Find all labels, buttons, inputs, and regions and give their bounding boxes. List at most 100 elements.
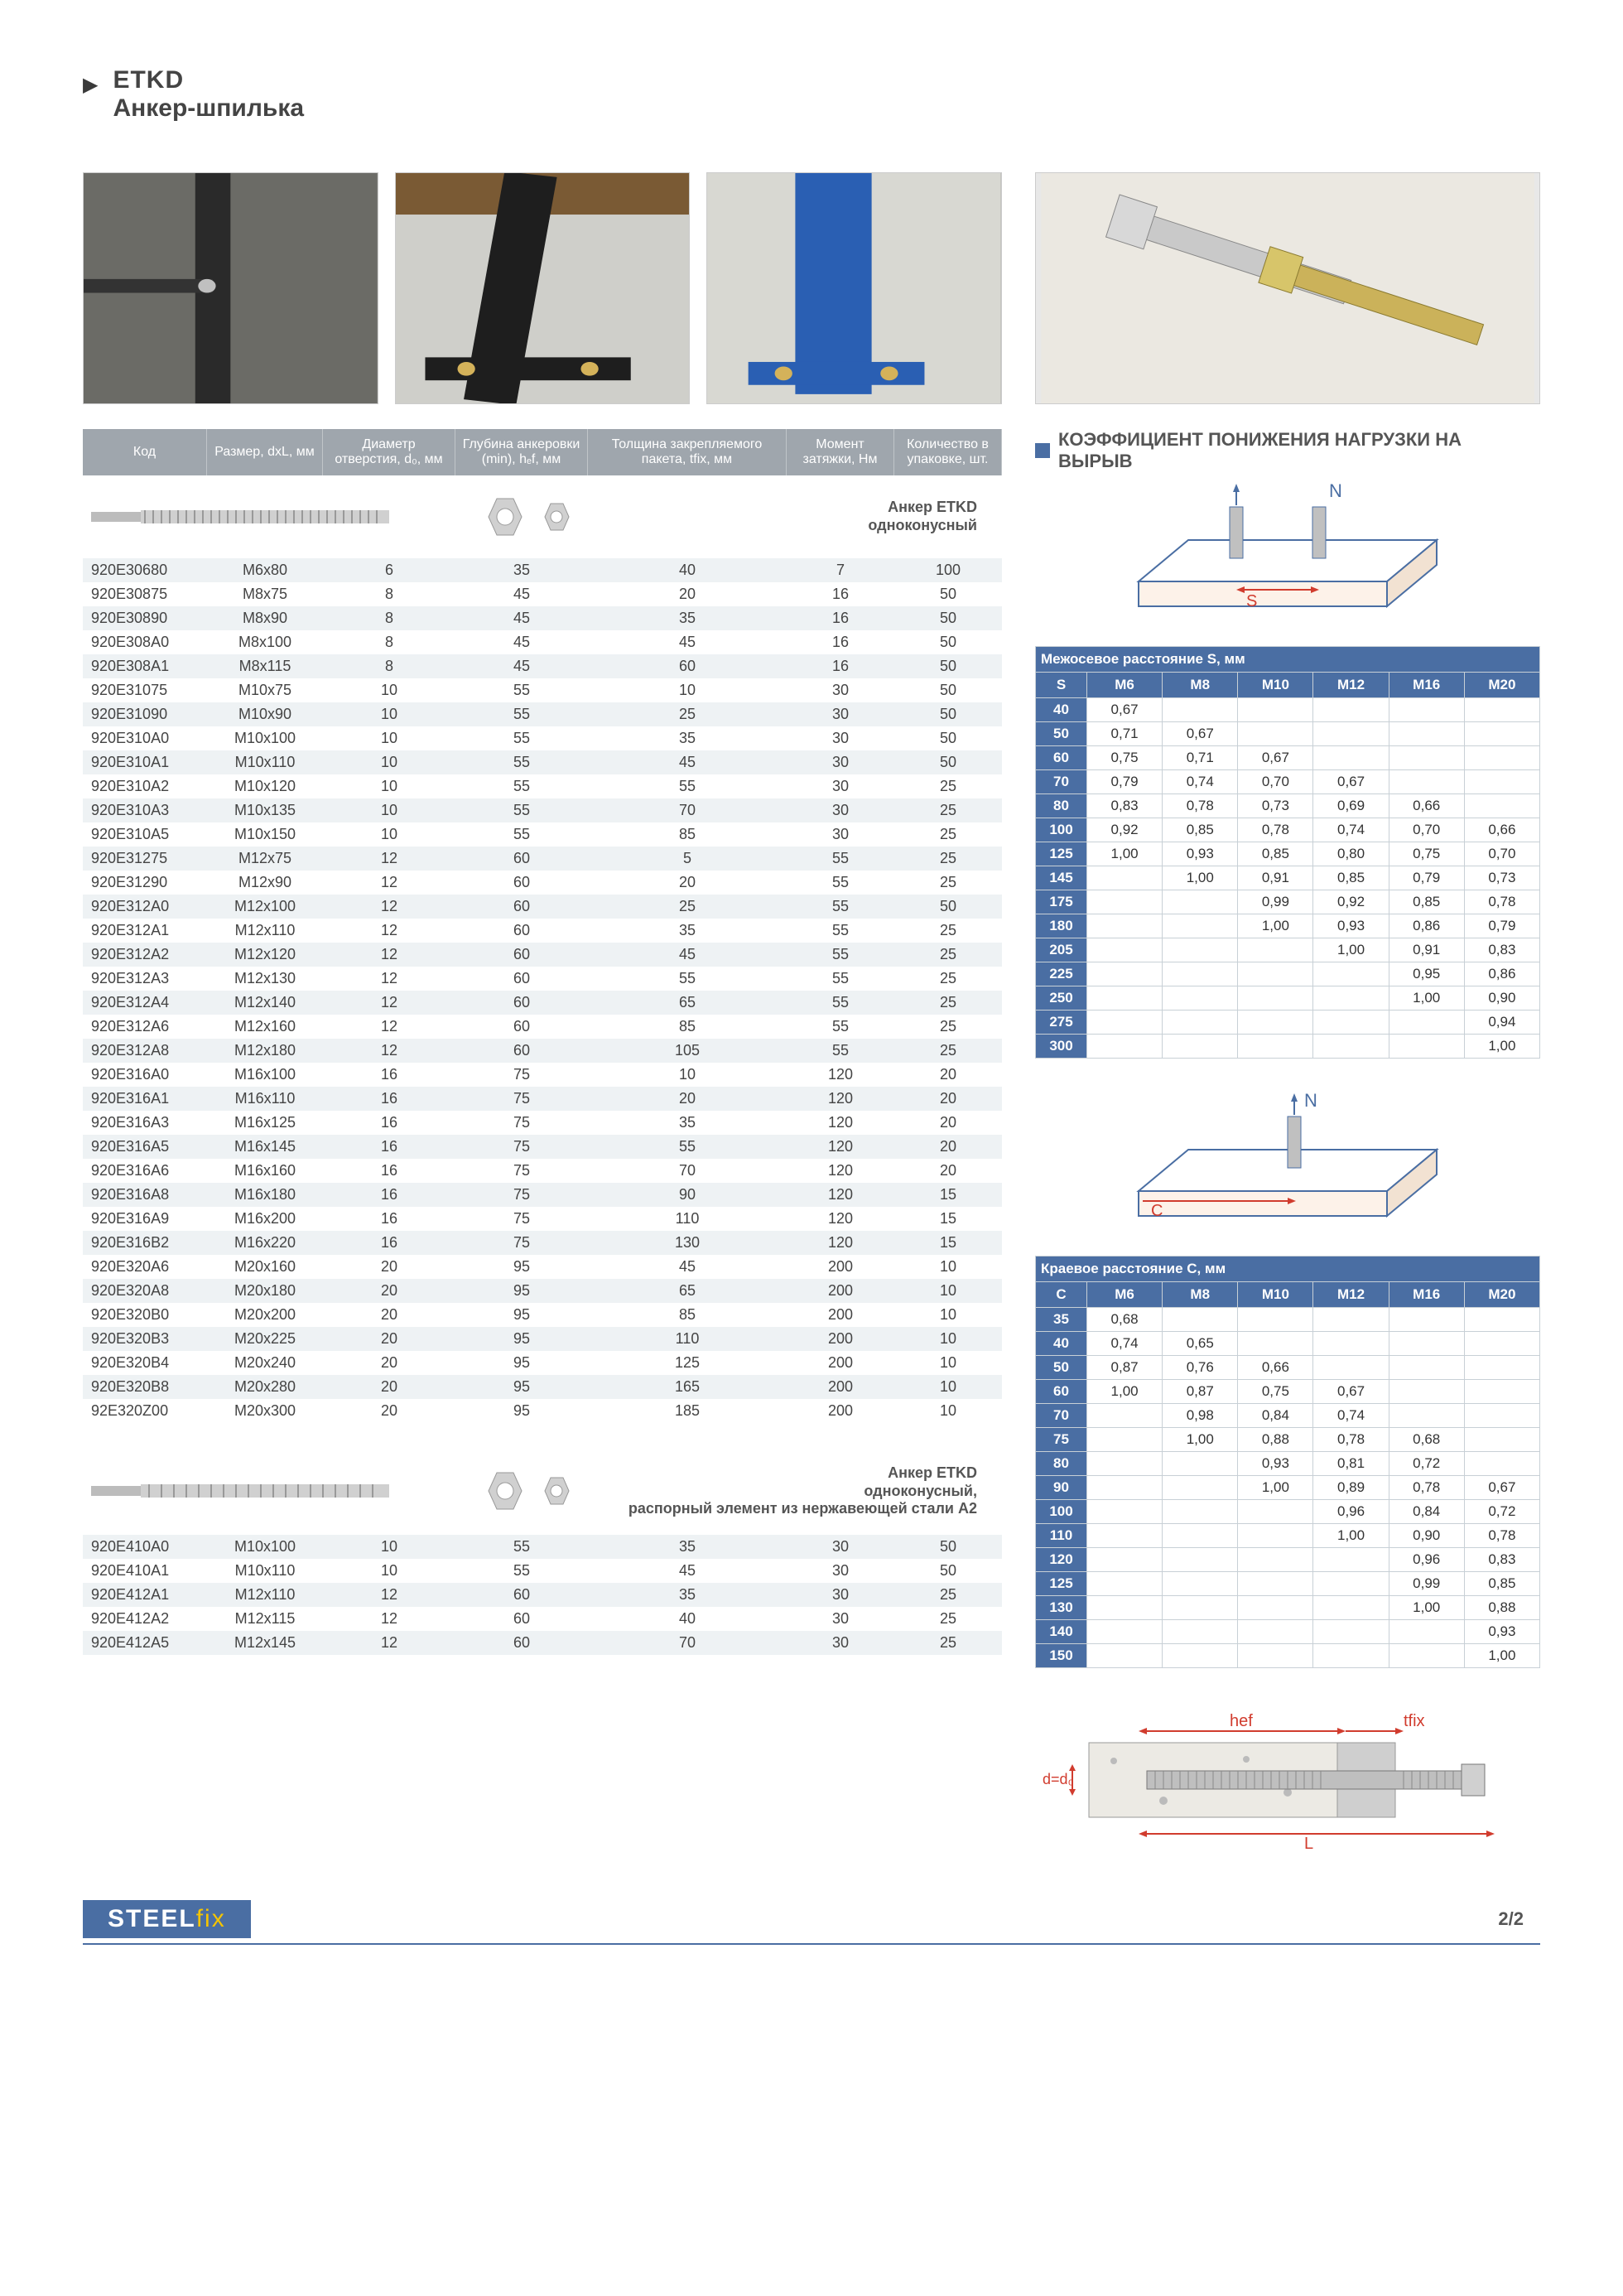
nuts-icon [472,492,588,542]
table-row: 700,980,840,74 [1036,1404,1540,1428]
table-row: 920E310A3M10x1351055703025 [83,798,1002,822]
anchor-illustration-2: Анкер ETKD одноконусный, распорный элеме… [83,1448,1002,1535]
table-row: 3001,00 [1036,1035,1540,1059]
main-table-1: 920E30680M6x80635407100920E30875M8x75845… [83,558,1002,1423]
table-row: 1200,960,83 [1036,1548,1540,1572]
anchor-illustration-1: Анкер ETKD одноконусный [83,475,1002,558]
application-photos [83,172,1002,404]
table-row: 1250,990,85 [1036,1572,1540,1596]
table-row: 920E316A0M16x10016751012020 [83,1063,1002,1087]
table-row: 1451,000,910,850,790,73 [1036,866,1540,890]
col-torq: Момент затяжки, Нм [787,429,894,475]
table-row: 920E31290M12x901260205525 [83,871,1002,895]
table-row: 400,740,65 [1036,1332,1540,1356]
table-row: 2750,94 [1036,1011,1540,1035]
table-row: 920E412A2M12x1151260403025 [83,1607,1002,1631]
table-row: 920E312A2M12x1201260455525 [83,943,1002,967]
coef-caption: Межосевое расстояние S, мм [1036,647,1540,673]
table-row: 1301,000,88 [1036,1596,1540,1620]
table-row: 920E308A1M8x115845601650 [83,654,1002,678]
svg-text:C: C [1151,1202,1163,1220]
table-row: 1501,00 [1036,1644,1540,1668]
photo-3 [706,172,1002,404]
anchor-bolt-icon [91,1470,439,1512]
table-row: 920E308A0M8x100845451650 [83,630,1002,654]
table-row: 920E310A5M10x1501055853025 [83,822,1002,847]
main-table-header: Код Размер, dxL, мм Диаметр отверстия, d… [83,429,1002,475]
table-row: 920E310A2M10x1201055553025 [83,774,1002,798]
table-row: 920E312A6M12x1601260855525 [83,1015,1002,1039]
brand-logo: STEELfix [83,1900,251,1938]
table-row: 1251,000,930,850,800,750,70 [1036,842,1540,866]
coef-caption: Краевое расстояние C, мм [1036,1257,1540,1282]
col-size: Размер, dxL, мм [207,429,323,475]
anchor-label-1-l1: Анкер ETKD [868,499,977,517]
table-row: 920E312A0M12x1001260255550 [83,895,1002,919]
table-row: 920E410A1M10x1101055453050 [83,1559,1002,1583]
table-row: 920E410A0M10x1001055353050 [83,1535,1002,1559]
table-row: 350,68 [1036,1308,1540,1332]
col-depth: Глубина анкеровки (min), hₑf, мм [455,429,588,475]
table-row: 901,000,890,780,67 [1036,1476,1540,1500]
table-row: 920E412A5M12x1451260703025 [83,1631,1002,1655]
table-row: 601,000,870,750,67 [1036,1380,1540,1404]
anchor-label-2-l2: одноконусный, [628,1483,977,1501]
product-code: ETKD [113,66,304,94]
table-row: 400,67 [1036,698,1540,722]
anchor-label-1-l2: одноконусный [868,517,977,535]
table-c: Краевое расстояние C, ммCM6M8M10M12M16M2… [1035,1256,1540,1668]
table-row: 920E316A8M16x18016759012015 [83,1183,1002,1207]
d-label: d=d₀ [1043,1771,1074,1787]
diagram-s: N S [1035,482,1540,631]
page-footer: STEELfix 2/2 [83,1900,1540,1938]
triangle-icon: ▶ [83,73,98,97]
table-row: 920E310A1M10x1101055453050 [83,750,1002,774]
col-diam: Диаметр отверстия, d₀, мм [323,429,455,475]
table-row: 920E316A1M16x11016752012020 [83,1087,1002,1111]
product-hero-photo [1035,172,1540,404]
table-row: 1000,960,840,72 [1036,1500,1540,1524]
col-thick: Толщина закрепляемого пакета, tfix, мм [588,429,787,475]
photo-2 [395,172,691,404]
svg-text:N: N [1329,482,1342,501]
anchor-label-2-l1: Анкер ETKD [628,1464,977,1483]
page-number: 2/2 [1498,1908,1540,1930]
hef-label: hef [1230,1712,1253,1730]
table-row: 2051,000,910,83 [1036,938,1540,962]
table-row: 920E316A3M16x12516753512020 [83,1111,1002,1135]
photo-1 [83,172,378,404]
diagram-c: N C [1035,1092,1540,1241]
svg-text:S: S [1246,592,1257,610]
table-row: 920E320B3M20x225209511020010 [83,1327,1002,1351]
table-row: 1101,000,900,78 [1036,1524,1540,1548]
table-row: 920E31275M12x75126055525 [83,847,1002,871]
table-row: 920E320B8M20x280209516520010 [83,1375,1002,1399]
table-row: 920E320A8M20x18020956520010 [83,1279,1002,1303]
table-row: 1750,990,920,850,78 [1036,890,1540,914]
table-row: 920E30890M8x90845351650 [83,606,1002,630]
table-row: 920E312A4M12x1401260655525 [83,991,1002,1015]
table-row: 700,790,740,700,67 [1036,770,1540,794]
table-row: 500,710,67 [1036,722,1540,746]
table-row: 920E312A3M12x1301260555525 [83,967,1002,991]
table-row: 920E316A6M16x16016757012020 [83,1159,1002,1183]
anchor-label-2-l3: распорный элемент из нержавеющей стали A… [628,1500,977,1518]
anchor-bolt-icon [91,496,439,538]
table-row: 920E30875M8x75845201650 [83,582,1002,606]
table-row: 920E312A1M12x1101260355525 [83,919,1002,943]
table-row: 751,000,880,780,68 [1036,1428,1540,1452]
table-row: 920E30680M6x80635407100 [83,558,1002,582]
L-label: L [1304,1835,1313,1850]
tfix-label: tfix [1404,1712,1425,1730]
table-row: 920E316B2M16x220167513012015 [83,1231,1002,1255]
col-qty: Количество в упаковке, шт. [894,429,1002,475]
table-row: 920E316A9M16x200167511012015 [83,1207,1002,1231]
table-row: 600,750,710,67 [1036,746,1540,770]
table-row: 800,830,780,730,690,66 [1036,794,1540,818]
table-row: 2250,950,86 [1036,962,1540,986]
table-row: 920E31075M10x751055103050 [83,678,1002,702]
product-name: Анкер-шпилька [113,94,304,123]
nuts-icon [472,1466,588,1516]
table-row: 500,870,760,66 [1036,1356,1540,1380]
coef-title: КОЭФФИЦИЕНТ ПОНИЖЕНИЯ НАГРУЗКИ НА ВЫРЫВ [1035,429,1540,472]
